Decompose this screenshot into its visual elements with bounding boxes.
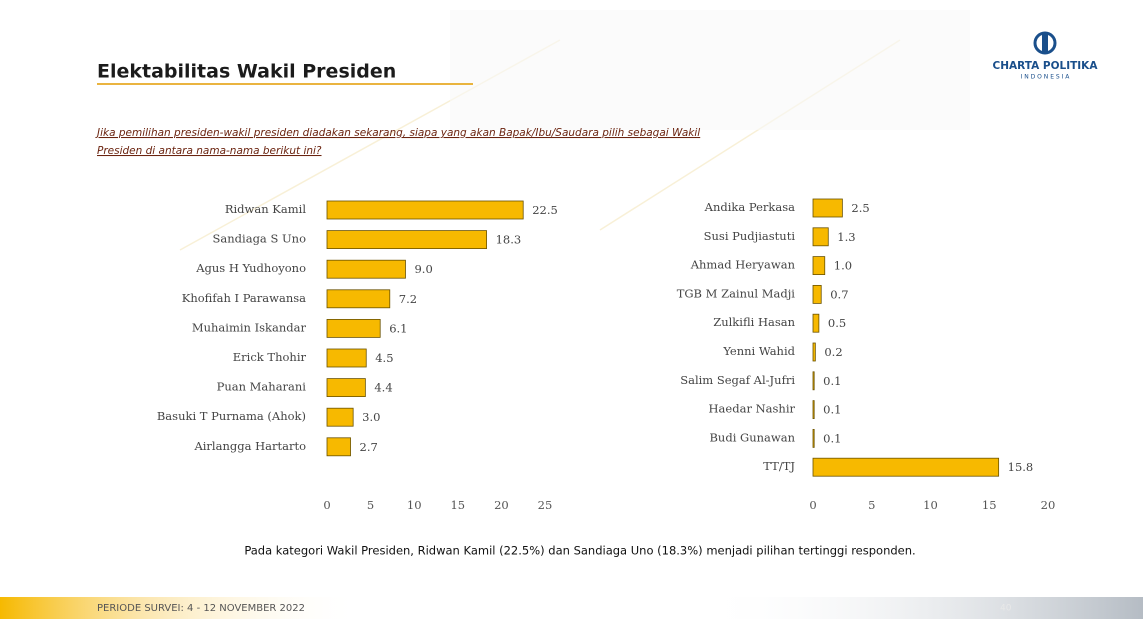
category-label: Andika Perkasa	[704, 200, 795, 214]
value-label: 0.5	[828, 316, 846, 330]
value-label: 3.0	[362, 410, 380, 424]
value-label: 1.0	[834, 259, 852, 273]
value-label: 0.1	[823, 374, 841, 388]
title: Elektabilitas Wakil Presiden	[97, 61, 396, 83]
bar	[326, 437, 351, 457]
footer-band	[700, 597, 1143, 619]
logo-text: CHARTA POLITIKA	[993, 60, 1099, 72]
logo-subtext: I N D O N E S I A	[1021, 74, 1071, 81]
bar	[812, 284, 822, 304]
category-label: Yenni Wahid	[722, 344, 795, 358]
bar	[326, 230, 487, 250]
category-label: Muhaimin Iskandar	[192, 320, 307, 334]
category-label: Erick Thohir	[233, 350, 307, 364]
value-label: 15.8	[1008, 460, 1034, 474]
bar	[326, 318, 381, 338]
bar	[812, 198, 843, 218]
value-label: 0.7	[830, 287, 848, 301]
page-number: 40	[1000, 604, 1012, 614]
value-label: 0.1	[823, 403, 841, 417]
category-label: Ridwan Kamil	[225, 202, 306, 216]
bar	[326, 200, 524, 220]
category-label: Haedar Nashir	[709, 402, 796, 416]
category-label: Ahmad Heryawan	[690, 258, 796, 272]
value-label: 1.3	[837, 230, 855, 244]
bar	[812, 342, 816, 362]
bar	[812, 227, 829, 247]
x-tick-label: 15	[982, 498, 997, 512]
question: Presiden di antara nama-nama berikut ini…	[97, 145, 322, 157]
bar	[326, 378, 366, 398]
question: Jika pemilihan presiden-wakil presiden d…	[95, 127, 700, 139]
bar	[812, 313, 820, 333]
x-tick-label: 25	[538, 498, 553, 512]
footer-note: Pada kategori Wakil Presiden, Ridwan Kam…	[244, 544, 915, 558]
category-label: Airlangga Hartarto	[193, 439, 306, 453]
bar	[326, 348, 367, 368]
x-tick-label: 5	[367, 498, 374, 512]
footer-band	[0, 597, 360, 619]
value-label: 0.1	[823, 431, 841, 445]
value-label: 9.0	[414, 262, 432, 276]
x-tick-label: 20	[1041, 498, 1056, 512]
value-label: 18.3	[496, 233, 522, 247]
category-label: Zulkifli Hasan	[713, 315, 795, 329]
category-label: Puan Maharani	[217, 380, 307, 394]
bar	[812, 457, 1000, 477]
bar	[326, 407, 354, 427]
bar	[812, 428, 815, 448]
category-label: TT/TJ	[763, 459, 795, 473]
x-tick-label: 15	[450, 498, 465, 512]
category-label: Basuki T Purnama (Ahok)	[157, 409, 306, 423]
bar	[812, 371, 815, 391]
value-label: 7.2	[399, 292, 417, 306]
category-label: Sandiaga S Uno	[213, 232, 307, 246]
x-tick-label: 0	[323, 498, 330, 512]
category-label: Salim Segaf Al-Jufri	[680, 373, 795, 387]
x-tick-label: 20	[494, 498, 509, 512]
survey-period: PERIODE SURVEI: 4 - 12 NOVEMBER 2022	[97, 603, 305, 614]
x-tick-label: 10	[407, 498, 422, 512]
value-label: 4.5	[375, 351, 393, 365]
bar	[812, 400, 815, 420]
category-label: Agus H Yudhoyono	[195, 261, 306, 275]
x-tick-label: 0	[809, 498, 816, 512]
value-label: 2.5	[851, 201, 869, 215]
logo: CHARTA POLITIKA I N D O N E S I A	[993, 31, 1099, 81]
x-tick-label: 5	[868, 498, 875, 512]
background-decoration	[179, 10, 970, 251]
category-label: Susi Pudjiastuti	[704, 229, 796, 243]
bar	[326, 259, 406, 279]
bar	[812, 256, 826, 276]
value-label: 4.4	[374, 381, 392, 395]
category-label: Budi Gunawan	[709, 430, 795, 444]
bar	[326, 289, 391, 309]
category-label: TGB M Zainul Madji	[677, 286, 796, 300]
value-label: 2.7	[360, 440, 378, 454]
category-label: Khofifah I Parawansa	[182, 291, 306, 305]
value-label: 6.1	[389, 321, 407, 335]
value-label: 0.2	[824, 345, 842, 359]
value-label: 22.5	[532, 203, 558, 217]
x-tick-label: 10	[923, 498, 938, 512]
